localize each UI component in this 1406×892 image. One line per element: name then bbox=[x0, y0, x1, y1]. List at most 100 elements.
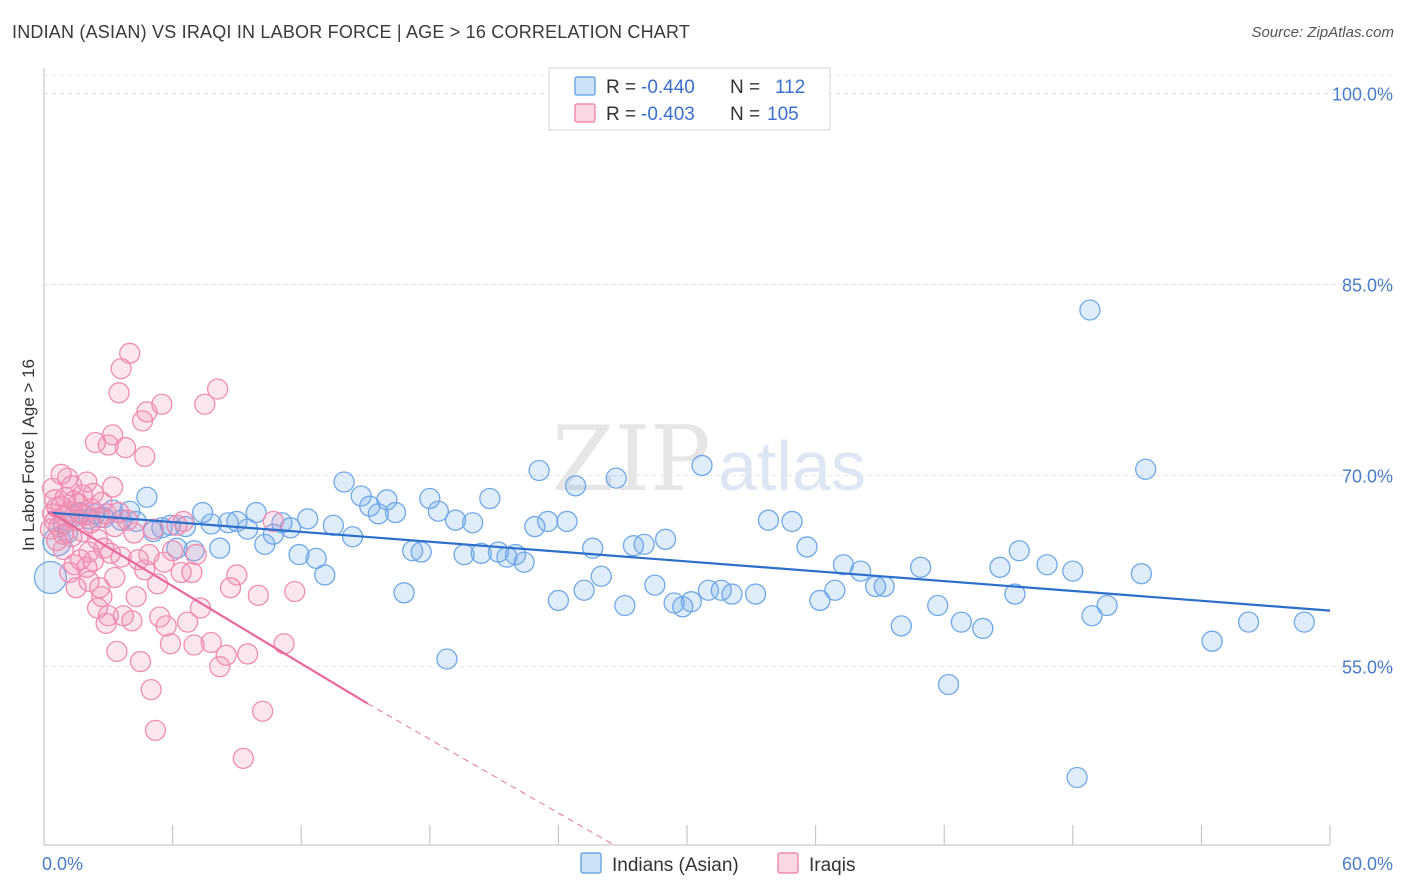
legend-n-value-indians: 112 bbox=[775, 77, 805, 98]
point-indians-97 bbox=[1004, 583, 1026, 605]
point-iraqis-80 bbox=[206, 378, 229, 400]
bottom-legend-swatch-indians bbox=[580, 852, 602, 874]
legend-r-value-iraqis: -0.403 bbox=[641, 104, 695, 125]
point-iraqis-41 bbox=[106, 640, 128, 663]
point-iraqis-47 bbox=[114, 436, 137, 459]
point-indians-90 bbox=[890, 615, 912, 637]
point-indians-91 bbox=[909, 556, 932, 578]
point-iraqis-88 bbox=[251, 700, 274, 722]
point-indians-93 bbox=[937, 673, 960, 696]
point-indians-59 bbox=[528, 459, 550, 482]
point-indians-69 bbox=[622, 535, 645, 557]
watermark-atlas: atlas bbox=[718, 427, 866, 505]
point-indians-53 bbox=[479, 487, 501, 510]
point-iraqis-91 bbox=[284, 580, 306, 603]
x-tick-label-max: 60.0% bbox=[1342, 854, 1393, 874]
point-indians-61 bbox=[547, 589, 570, 612]
point-iraqis-70 bbox=[166, 514, 188, 536]
y-tick-label-0: 55.0% bbox=[1342, 658, 1393, 678]
point-indians-100 bbox=[1062, 560, 1084, 582]
legend-r-label-iraqis: R = bbox=[606, 104, 636, 125]
point-indians-76 bbox=[691, 454, 713, 477]
point-indians-22 bbox=[209, 537, 231, 559]
trend-lines bbox=[47, 510, 1331, 846]
legend-box: R = -0.440 N = 112 R = -0.403 N = 105 bbox=[548, 67, 831, 131]
point-iraqis-102 bbox=[80, 512, 102, 534]
point-indians-26 bbox=[245, 501, 267, 524]
point-indians-108 bbox=[1237, 611, 1260, 633]
point-iraqis-66 bbox=[153, 551, 175, 573]
point-iraqis-54 bbox=[129, 650, 152, 673]
point-indians-47 bbox=[427, 500, 450, 522]
point-iraqis-92 bbox=[78, 570, 100, 592]
y-tick-label-3: 100.0% bbox=[1332, 84, 1393, 104]
point-iraqis-68 bbox=[159, 633, 182, 655]
watermark-zip: ZIP bbox=[552, 407, 711, 512]
point-iraqis-42 bbox=[108, 382, 130, 404]
point-indians-107 bbox=[1201, 630, 1223, 652]
point-indians-19 bbox=[183, 540, 205, 562]
point-iraqis-50 bbox=[121, 610, 143, 632]
point-iraqis-26 bbox=[82, 482, 104, 505]
bottom-legend-label-indians: Indians (Asian) bbox=[612, 855, 739, 876]
point-indians-64 bbox=[573, 579, 595, 601]
point-indians-83 bbox=[796, 536, 818, 558]
point-indians-75 bbox=[680, 591, 702, 613]
legend-frame bbox=[548, 67, 831, 131]
point-indians-60 bbox=[537, 510, 559, 533]
point-indians-96 bbox=[989, 556, 1011, 578]
point-iraqis-36 bbox=[97, 605, 119, 627]
legend-n-value-iraqis: 105 bbox=[767, 104, 799, 125]
trend-line-iraqis-extension bbox=[367, 703, 615, 846]
watermark: ZIP atlas bbox=[552, 407, 866, 512]
point-indians-106 bbox=[1135, 458, 1157, 480]
point-iraqis-60 bbox=[140, 678, 162, 701]
point-indians-35 bbox=[322, 514, 345, 536]
point-indians-52 bbox=[470, 542, 492, 564]
point-iraqis-74 bbox=[181, 561, 203, 584]
point-indians-82 bbox=[781, 510, 803, 533]
point-indians-72 bbox=[654, 528, 677, 550]
point-iraqis-100 bbox=[59, 561, 81, 584]
point-iraqis-69 bbox=[161, 540, 184, 562]
point-iraqis-56 bbox=[134, 445, 156, 468]
point-indians-0 bbox=[33, 560, 68, 595]
point-iraqis-67 bbox=[155, 615, 177, 637]
legend-n-label-iraqis: N = bbox=[730, 104, 760, 125]
point-iraqis-76 bbox=[185, 543, 207, 566]
point-indians-105 bbox=[1130, 563, 1153, 585]
point-iraqis-84 bbox=[226, 564, 248, 586]
point-indians-33 bbox=[305, 547, 327, 570]
trend-line-indians bbox=[48, 511, 1331, 612]
point-indians-42 bbox=[384, 501, 407, 524]
legend-r-label-indians: R = bbox=[606, 77, 636, 98]
point-iraqis-96 bbox=[46, 529, 68, 552]
x-tick-labels: 0.0% 60.0% bbox=[42, 854, 1393, 874]
point-iraqis-89 bbox=[262, 510, 284, 533]
point-iraqis-82 bbox=[215, 644, 237, 666]
series-iraqis bbox=[39, 342, 306, 770]
point-indians-34 bbox=[314, 564, 336, 586]
point-indians-46 bbox=[419, 487, 441, 510]
point-iraqis-78 bbox=[194, 393, 216, 415]
point-indians-92 bbox=[927, 594, 949, 617]
source-credit: Source: ZipAtlas.com bbox=[1251, 24, 1394, 41]
point-indians-80 bbox=[744, 583, 767, 605]
point-indians-99 bbox=[1036, 554, 1058, 576]
point-indians-68 bbox=[614, 594, 636, 617]
bottom-legend: Indians (Asian) Iraqis bbox=[580, 852, 855, 876]
y-tick-label-2: 85.0% bbox=[1342, 276, 1393, 296]
point-indians-48 bbox=[436, 648, 458, 670]
point-iraqis-49 bbox=[119, 342, 141, 364]
point-indians-43 bbox=[393, 582, 415, 604]
point-iraqis-40 bbox=[104, 566, 126, 589]
point-iraqis-98 bbox=[89, 577, 111, 599]
legend-swatch-indians bbox=[574, 76, 596, 96]
axes bbox=[43, 68, 1331, 846]
point-indians-109 bbox=[1293, 611, 1315, 633]
point-iraqis-31 bbox=[91, 585, 113, 608]
point-indians-67 bbox=[605, 467, 627, 489]
point-indians-45 bbox=[410, 541, 432, 563]
point-indians-36 bbox=[333, 471, 355, 493]
